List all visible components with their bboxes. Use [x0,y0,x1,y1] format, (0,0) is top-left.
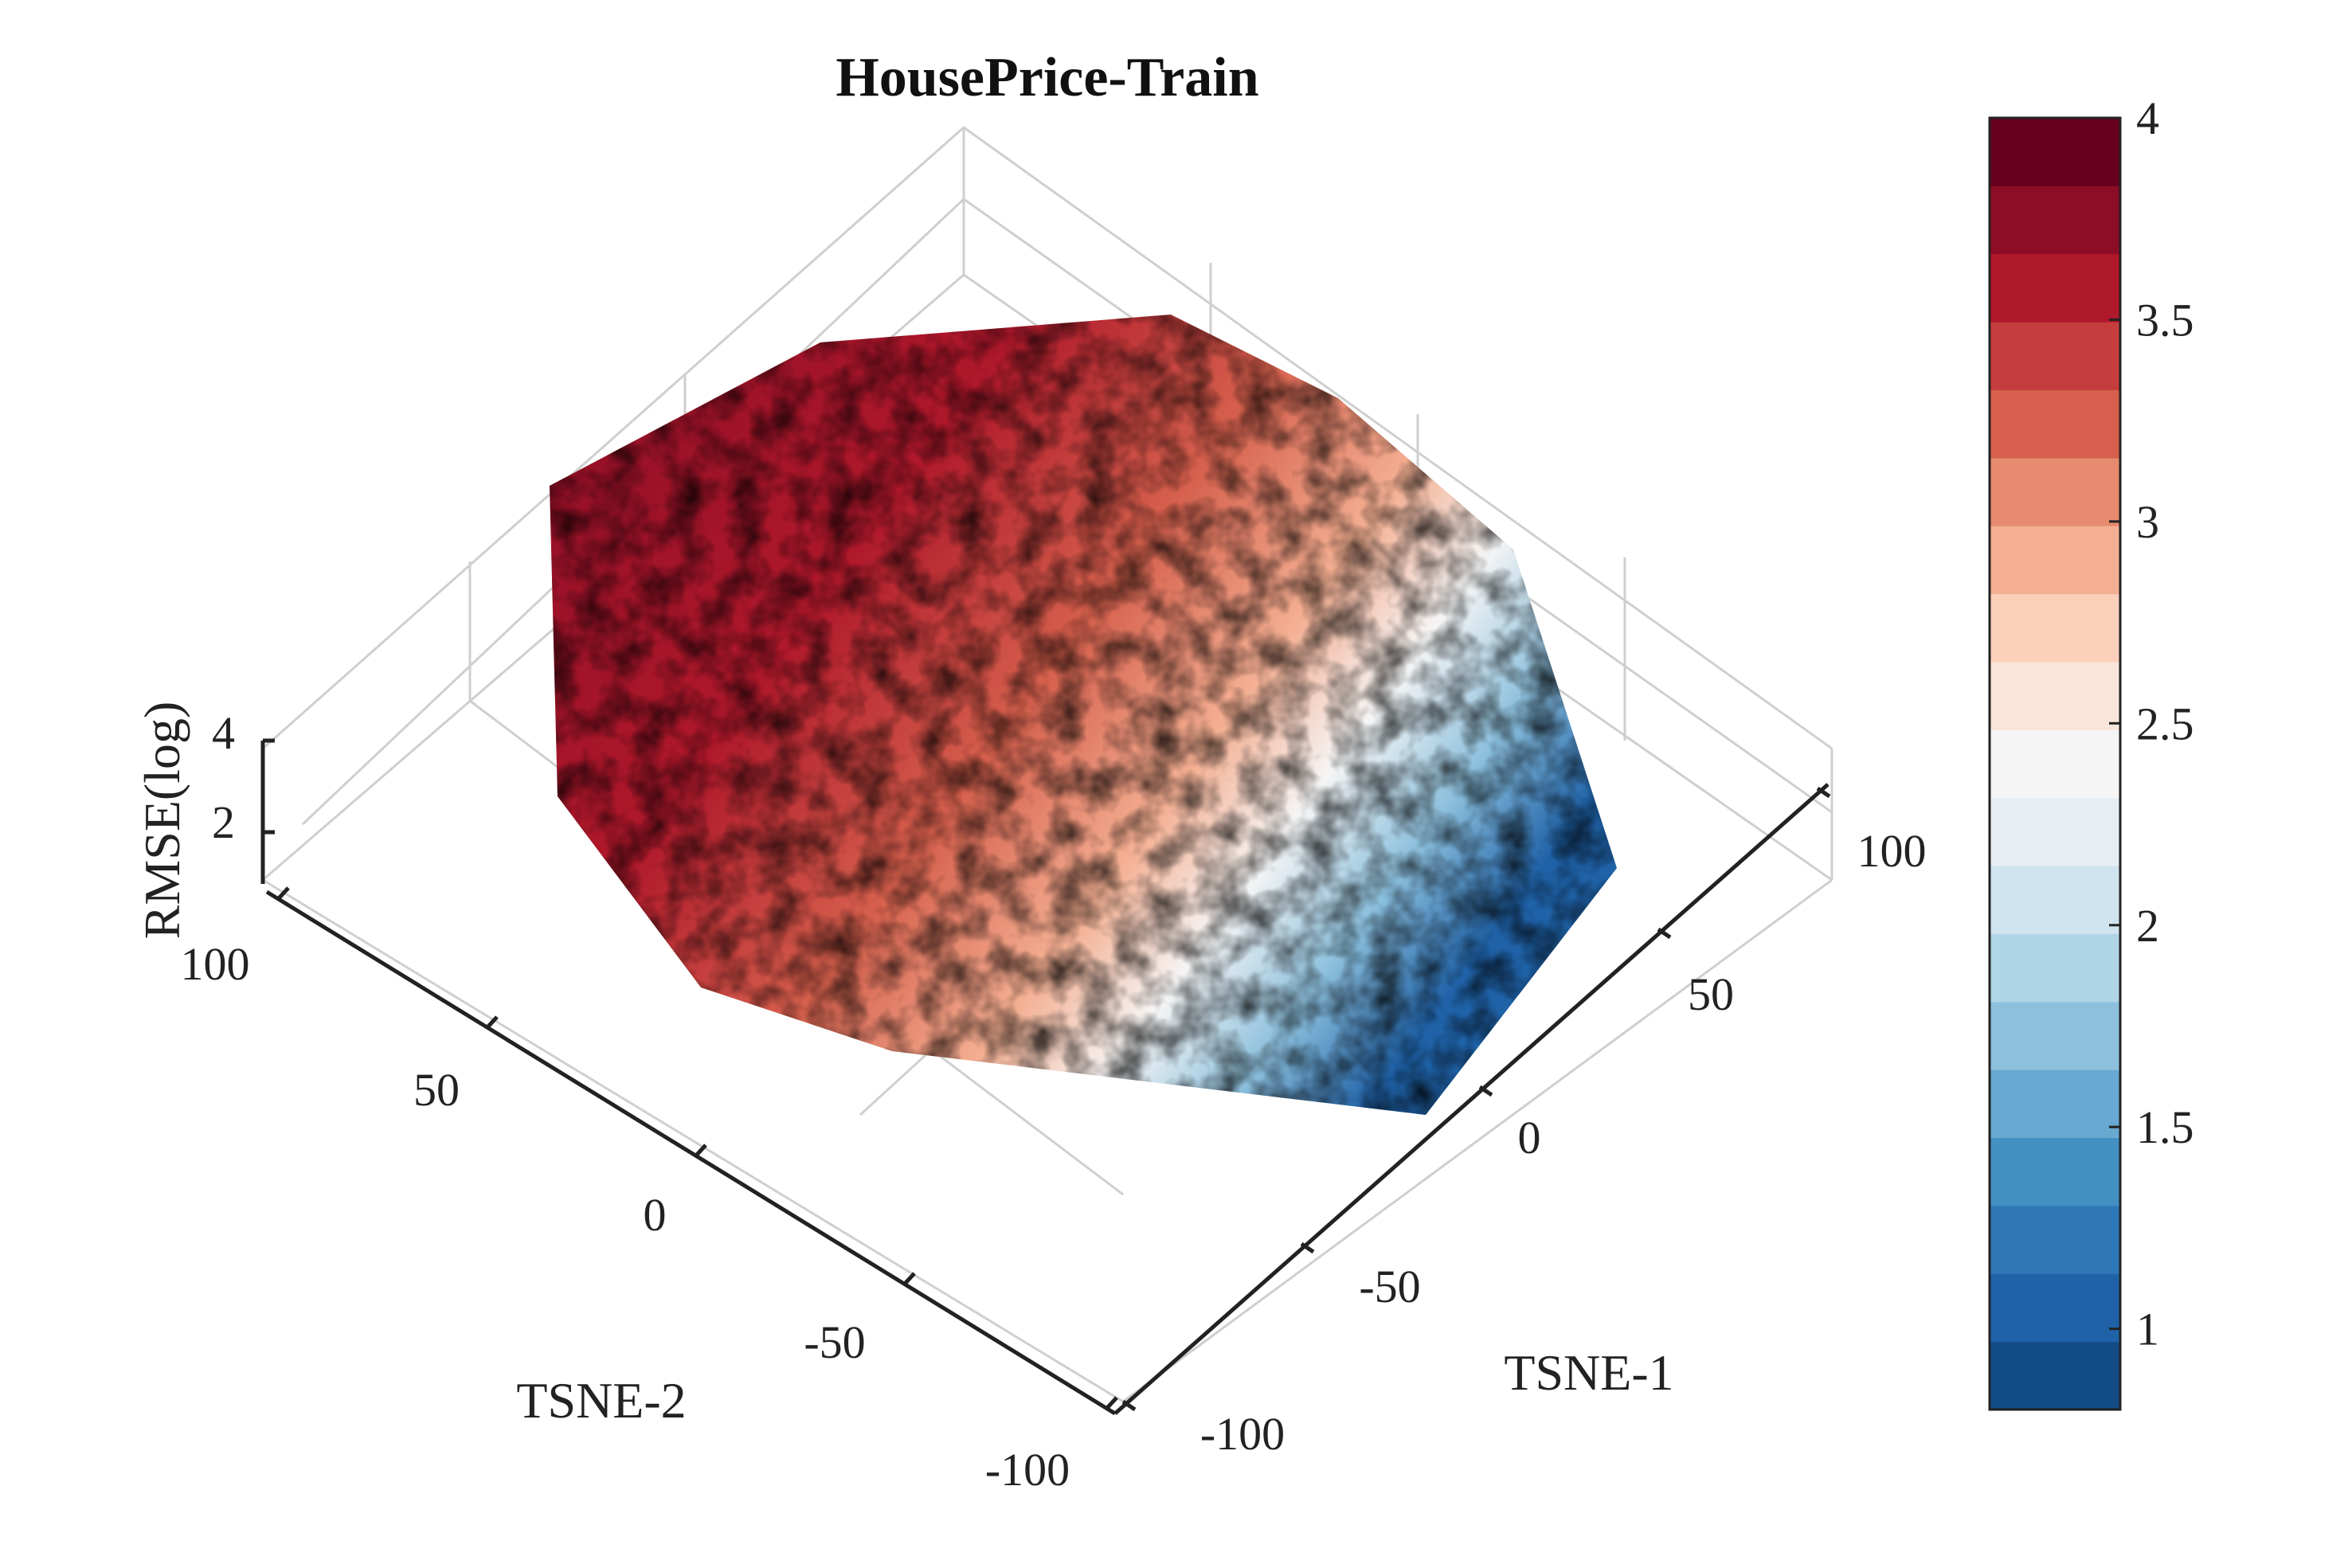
colorbar-level [1990,1001,2120,1070]
y-tick-label: 0 [644,1189,667,1241]
colorbar-level [1990,1137,2120,1206]
x-tick-label: 50 [1688,968,1734,1020]
colorbar-level [1990,322,2120,391]
colorbar-level [1990,526,2120,595]
x-axis-line [1113,783,1830,1415]
colorbar-tick-label: 1.5 [2136,1101,2194,1153]
colorbar-level [1990,729,2120,799]
colorbar-level [1990,186,2120,255]
y-axis-line [265,890,1117,1416]
colorbar-level [1990,1069,2120,1139]
y-tick-label: 50 [413,1064,460,1116]
z-axis-label: RMSE(log) [134,702,190,940]
colorbar-level [1990,253,2120,323]
x-tick-label: -50 [1359,1261,1420,1312]
colorbar-tick-label: 2 [2136,900,2159,952]
colorbar-level [1990,593,2120,663]
colorbar-level [1990,1273,2120,1343]
colorbar-level [1990,457,2120,526]
z-tick-label: 4 [212,707,235,759]
colorbar: 1 1.5 2 2.5 3 3.5 4 [1988,92,2194,1411]
y-tick-label: 100 [181,938,250,990]
colorbar-tick-label: 4 [2136,92,2159,144]
colorbar-level [1990,661,2120,730]
chart-title: HousePrice-Train [836,47,1258,108]
surface [550,315,1617,1115]
colorbar-tick-label: 3.5 [2136,294,2194,346]
colorbar-frame [1988,116,2122,1411]
colorbar-level [1990,866,2120,935]
y-tick-label: -100 [985,1444,1070,1496]
colorbar-level [1990,1341,2120,1410]
x-tick-label: 0 [1518,1112,1541,1163]
colorbar-tick-label: 3 [2136,496,2159,548]
colorbar-level [1990,1205,2120,1274]
y-axis-label: TSNE-2 [516,1372,686,1429]
colorbar-level [1990,797,2120,866]
colorbar-level [1990,118,2120,186]
colorbar-level [1990,389,2120,459]
x-tick-label: 100 [1857,825,1927,877]
axes [260,738,1831,1416]
colorbar-tick-label: 2.5 [2136,698,2194,749]
x-axis-label: TSNE-1 [1504,1344,1673,1401]
x-tick-label: -100 [1200,1408,1285,1460]
z-tick-label: 2 [212,796,235,848]
colorbar-level [1990,933,2120,1003]
y-tick-label: -50 [804,1316,865,1368]
colorbar-tick-label: 1 [2136,1304,2159,1355]
